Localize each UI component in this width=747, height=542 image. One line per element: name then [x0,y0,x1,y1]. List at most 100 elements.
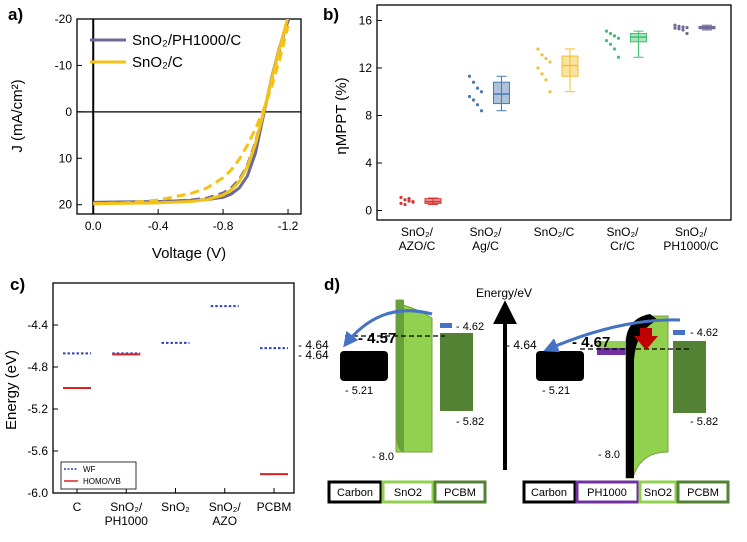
panel-b-point-2-4 [536,66,540,70]
panel-a-legend-label-0: SnO₂/PH1000/C [132,32,241,49]
panel-b-point-1-3 [479,90,484,94]
right-band-diagram: - 4.64 - 5.21 - 4.67 - 8.0 - 4.62 - 5.82… [506,314,730,504]
panel-a-ytick-label-1: -10 [55,58,73,72]
panel-a-ytick-label-0: -20 [55,12,73,26]
right-ph1000-level [597,347,627,355]
right-pcbm-top: - 4.62 [690,327,718,339]
panel-c-side-label: - 4.64 [298,348,329,362]
right-pcbm-block [673,341,706,413]
left-layer-sno2-label: SnO2 [394,487,422,499]
panel-b-point-0-6 [407,197,411,201]
panel-a-ytick-label-2: 0 [65,105,72,119]
panel-a-xtick-label-3: -1.2 [278,219,299,233]
panel-a-label: a) [8,5,23,24]
panel-d-label: d) [324,275,340,294]
left-layer-carbon [327,480,383,504]
right-sno2-edge [626,314,658,478]
panel-b-point-1-0 [467,74,472,78]
panel-c-ylabel: Energy (eV) [3,350,20,430]
panel-b-point-3-2 [612,34,617,38]
panel-b-point-3-6 [612,47,617,51]
right-layer-carbon [522,480,577,504]
left-pcbm-bottom: - 5.82 [456,416,484,428]
right-layer-carbon-label: Carbon [531,487,567,499]
panel-a: a) 0.0 -0.4 -0.8 -1.2 -20 -10 0 10 20 Voltage (V… [8,5,302,262]
panel-b-point-3-5 [608,42,613,46]
panel-b-point-4-6 [681,28,685,32]
panel-c-label: c) [10,275,25,294]
panel-b-point-2-3 [548,60,552,64]
right-layer-ph1000 [575,480,640,504]
panel-a-xlabel: Voltage (V) [152,245,226,262]
panel-b-point-4-2 [681,25,685,29]
left-vb-carbon: - 5.21 [345,385,373,397]
panel-b-point-0-1 [403,198,407,202]
panel-b-point-0-0 [399,195,403,200]
panel-a-legend-label-1: SnO₂/C [132,54,183,71]
panel-b-point-4-5 [677,27,681,31]
panel-a-legend: SnO₂/PH1000/C SnO₂/C [90,32,241,71]
right-vb-carbon: - 5.21 [542,385,570,397]
panel-a-ytick-label-4: 20 [59,198,73,212]
left-sno2-edge [396,300,404,452]
panel-a-ylabel: J (mA/cm²) [9,79,26,152]
right-vb-sno2: - 8.0 [598,449,620,461]
panel-b-point-3-1 [608,31,613,36]
right-wf-carbon: - 4.64 [506,338,537,352]
panel-c-xtick-label-1: SnO₂/PH1000 [105,500,149,528]
panel-b-marks [399,23,716,207]
panel-b-point-1-2 [475,86,480,90]
right-red-arrow [634,328,658,350]
panel-c-marks [63,305,288,476]
panel-b-point-1-7 [479,109,484,113]
panel-c-legend: WF HOMO/VB [60,461,137,490]
panel-c-frame [52,282,295,494]
left-vb-sno2: - 8.0 [372,451,394,463]
panel-b-xtick-label-2: SnO₂/C [534,225,575,239]
panel-c-ytick-label-0: -4.4 [27,318,48,332]
panel-b-point-1-4 [467,94,472,99]
panel-b-ytick-label-3: 12 [359,61,373,75]
right-wf-sno2: - 4.67 [572,334,610,351]
panel-c-legend-box [60,461,137,490]
panel-b-point-4-7 [685,31,689,36]
right-layer-pcbm-label: PCBM [687,487,719,499]
panel-b-point-4-4 [673,26,677,30]
panel-b-point-4-3 [685,25,689,30]
panel-b-point-1-6 [475,103,480,107]
right-layer-stack: Carbon PH1000 SnO2 PCBM [522,480,730,504]
panel-b-point-0-4 [399,201,403,205]
panel-b-point-2-0 [536,47,540,51]
panel-b-point-4-1 [677,24,681,28]
panel-a-xtick-label-2: -0.8 [213,219,234,233]
panel-c-legend-label-0: WF [83,465,96,474]
panel-b-xtick-label-1: SnO₂/Ag/C [469,225,502,253]
right-layer-ph1000-label: PH1000 [587,487,627,499]
panel-b-point-2-5 [540,72,544,76]
panel-c-xtick-label-4: PCBM [257,500,292,514]
right-electron-arrow [543,318,681,353]
left-layer-pcbm [433,480,487,504]
panel-b-point-0-5 [403,202,407,207]
panel-b: b) 0 4 8 12 16 SnO₂/AZO/C SnO₂/Ag/C SnO₂/C SnO₂/… [323,4,732,253]
right-layer-sno2-label: SnO2 [644,487,672,499]
panel-b-point-3-3 [616,36,621,40]
left-pcbm-top: - 4.62 [456,321,484,333]
panel-b-point-3-0 [604,29,609,33]
panel-b-point-1-1 [471,80,476,84]
panel-b-ytick-label-2: 8 [365,108,372,122]
panel-a-xtick-label-0: 0.0 [85,219,102,233]
panel-c-xtick-label-0: C [73,500,82,514]
panel-a-series-2 [93,19,289,206]
left-band-diagram: - 4.64 - 5.21 - 4.57 - 8.0 - 4.62 - 5.82… [298,299,487,504]
right-pcbm-bottom: - 5.82 [690,416,718,428]
panel-b-point-2-2 [544,56,548,61]
panel-b-xtick-label-0: SnO₂/AZO/C [399,225,436,253]
panel-c-legend-label-1: HOMO/VB [83,477,121,486]
left-layer-stack: Carbon SnO2 PCBM [327,480,487,504]
energy-axis-label: Energy/eV [476,286,532,300]
panel-b-point-3-7 [616,55,621,59]
panel-c-ticks: -4.4 -4.8 -5.2 -5.6 -6.0 C SnO₂/PH1000 SnO₂ SnO₂… [27,318,291,528]
left-layer-carbon-label: Carbon [337,487,373,499]
